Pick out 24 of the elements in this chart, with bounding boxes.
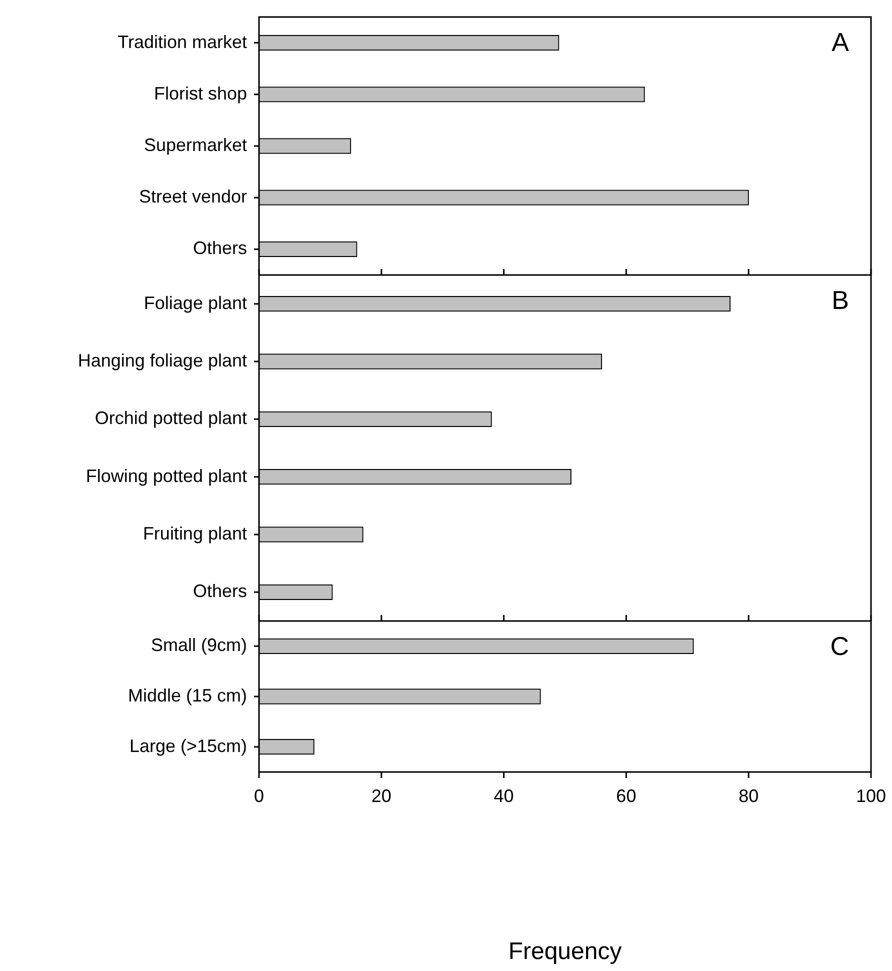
y-tick-label: Flowing potted plant xyxy=(86,466,247,486)
x-tick-label: 100 xyxy=(856,786,886,806)
y-tick-label: Middle (15 cm) xyxy=(128,685,247,706)
x-tick-label: 80 xyxy=(738,786,759,806)
y-tick-label: Florist shop xyxy=(154,83,247,104)
x-tick-label: 0 xyxy=(254,786,264,806)
annotation: B xyxy=(832,285,849,316)
y-tick-label: Others xyxy=(192,581,247,602)
y-tick-label: Street vendor xyxy=(138,186,248,207)
y-tick-label: Orchid potted plant xyxy=(94,408,247,428)
y-tick-label: Tradition market xyxy=(118,32,247,52)
x-tick-label: 40 xyxy=(494,786,514,806)
y-tick-label: Supermarket xyxy=(144,134,247,155)
y-tick-label: Large (>15cm) xyxy=(129,736,247,756)
annotation: C xyxy=(830,631,849,662)
x-tick-label: 60 xyxy=(616,786,636,806)
y-tick-label: Hanging foliage plant xyxy=(78,350,247,370)
x-axis-title: Frequency xyxy=(508,938,622,966)
annotation: A xyxy=(832,27,850,58)
y-tick-label: Others xyxy=(192,238,247,258)
y-tick-label: Foliage plant xyxy=(144,292,247,313)
y-tick-label: Small (9cm) xyxy=(150,635,247,656)
y-tick-label: Fruiting plant xyxy=(142,523,247,544)
x-tick-label: 20 xyxy=(371,786,392,806)
